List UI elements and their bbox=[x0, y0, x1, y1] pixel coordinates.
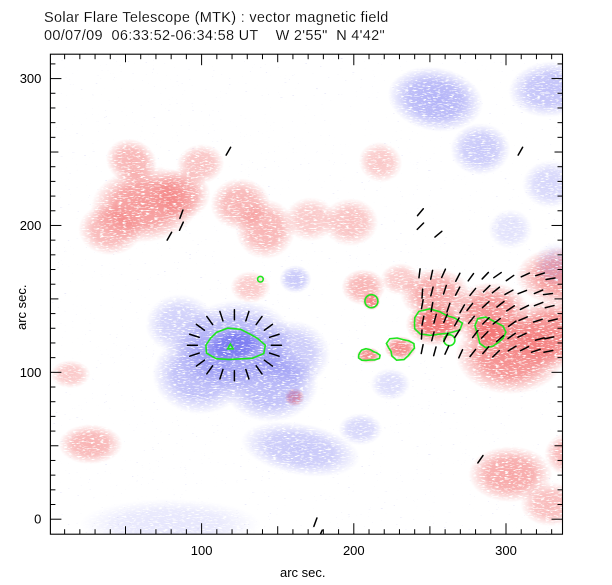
svg-text:100: 100 bbox=[191, 543, 213, 558]
svg-text:300: 300 bbox=[495, 543, 517, 558]
svg-text:0: 0 bbox=[34, 512, 41, 527]
svg-text:200: 200 bbox=[20, 218, 42, 233]
svg-text:100: 100 bbox=[20, 365, 42, 380]
svg-text:200: 200 bbox=[343, 543, 365, 558]
svg-text:300: 300 bbox=[20, 71, 42, 86]
